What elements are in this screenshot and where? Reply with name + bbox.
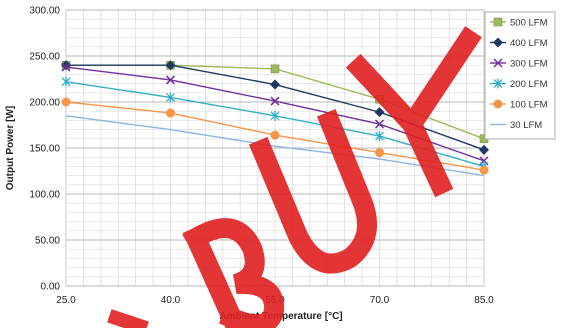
x-tick-label: 40.0 <box>161 295 181 306</box>
y-tick-label: 200.00 <box>29 98 60 109</box>
legend-box <box>484 11 556 140</box>
data-point-star <box>493 78 503 89</box>
data-point-circle <box>493 99 503 109</box>
data-point-x <box>165 75 176 85</box>
legend-item: 100 LFM <box>490 99 548 111</box>
y-tick-label: 300.00 <box>29 6 60 17</box>
y-axis-title: Output Power [W] <box>5 106 16 190</box>
data-point-circle <box>375 148 384 158</box>
legend-label: 400 LFM <box>510 38 548 49</box>
watermark-letter-b <box>182 218 285 333</box>
watermark <box>107 26 482 333</box>
y-tick-label: 250.00 <box>29 52 60 63</box>
y-tick-label: 100.00 <box>29 190 60 201</box>
data-point-diamond <box>374 107 385 118</box>
x-tick-label: 25.0 <box>56 295 76 306</box>
data-point-circle <box>61 97 71 107</box>
data-point-diamond <box>479 144 489 155</box>
legend: 500 LFM 400 LFM 300 LFM 200 LFM 100 LFM 30 LF… <box>484 11 556 140</box>
series-100-lfm <box>61 97 489 175</box>
data-point-star <box>375 131 384 142</box>
x-tick-label: 70.0 <box>370 295 390 306</box>
legend-label: 30 LFM <box>510 120 542 131</box>
legend-item: 500 LFM <box>490 18 548 29</box>
data-point-diamond <box>165 60 176 71</box>
data-point-square <box>493 17 503 27</box>
series-line <box>65 115 485 177</box>
watermark-letter-u <box>248 108 377 274</box>
watermark-letters <box>107 26 482 333</box>
watermark-stroke-fragment <box>107 309 149 333</box>
data-point-x <box>61 62 71 72</box>
data-point-x <box>374 119 385 129</box>
data-point-star <box>61 76 71 87</box>
legend-item: 300 LFM <box>490 58 548 70</box>
legend-item: 30 LFM <box>490 120 542 131</box>
data-point-x <box>493 58 503 68</box>
legend-label: 100 LFM <box>510 100 548 111</box>
legend-item: 200 LFM <box>490 78 548 90</box>
data-point-circle <box>479 165 489 175</box>
y-tick-label: 150.00 <box>29 144 60 155</box>
data-point-x <box>270 96 280 106</box>
data-point-circle <box>270 130 280 140</box>
data-point-circle <box>166 108 175 118</box>
x-tick-label: 85.0 <box>474 295 494 306</box>
legend-item: 400 LFM <box>490 37 548 49</box>
data-point-star <box>270 110 280 121</box>
y-tick-label: 50.00 <box>35 236 60 247</box>
legend-label: 200 LFM <box>510 79 548 90</box>
watermark-letter-y <box>345 26 482 198</box>
legend-label: 300 LFM <box>510 59 548 70</box>
y-tick-label: 0.00 <box>41 282 61 293</box>
data-point-star <box>166 92 175 103</box>
data-point-square <box>270 64 280 74</box>
legend-label: 500 LFM <box>510 18 548 29</box>
data-point-diamond <box>493 37 503 48</box>
series-30-lfm <box>65 115 485 177</box>
data-point-diamond <box>270 79 280 90</box>
